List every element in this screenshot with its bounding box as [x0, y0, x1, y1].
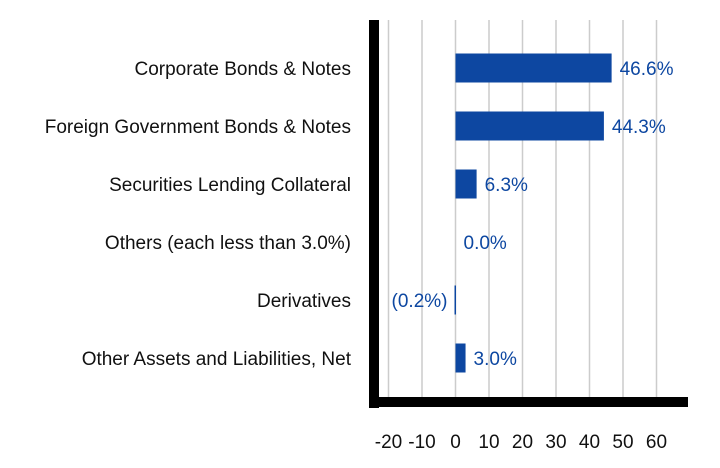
x-tick-label-3: 10	[478, 432, 499, 453]
x-tick-label-6: 40	[579, 432, 600, 453]
bar-5	[455, 343, 466, 373]
axes	[369, 20, 688, 408]
x-tick-label-0: -20	[375, 432, 402, 453]
value-label-5: 3.0%	[474, 349, 517, 370]
x-tick-label-2: 0	[450, 432, 461, 453]
category-label-1: Foreign Government Bonds & Notes	[45, 117, 351, 138]
bar-4	[454, 285, 456, 315]
value-label-3: 0.0%	[464, 233, 507, 254]
category-label-2: Securities Lending Collateral	[109, 175, 351, 196]
x-tick-label-8: 60	[646, 432, 667, 453]
bar-1	[455, 111, 604, 141]
value-label-1: 44.3%	[612, 117, 666, 138]
category-label-5: Other Assets and Liabilities, Net	[82, 349, 352, 370]
x-tick-label-5: 30	[545, 432, 566, 453]
value-label-4: (0.2%)	[392, 291, 448, 312]
x-tick-label-1: -10	[408, 432, 435, 453]
category-label-0: Corporate Bonds & Notes	[134, 59, 351, 80]
bars	[454, 53, 612, 373]
x-axis-line	[369, 397, 688, 407]
value-label-2: 6.3%	[485, 175, 528, 196]
category-label-4: Derivatives	[257, 291, 351, 312]
labels: Corporate Bonds & Notes 46.6% Foreign Gove…	[45, 59, 674, 453]
category-label-3: Others (each less than 3.0%)	[105, 233, 351, 254]
gridlines	[387, 20, 658, 402]
bar-0	[455, 53, 612, 83]
x-tick-label-7: 50	[612, 432, 633, 453]
bar-2	[455, 169, 477, 199]
value-label-0: 46.6%	[620, 59, 674, 80]
y-axis-line	[369, 20, 379, 408]
x-tick-label-4: 20	[512, 432, 533, 453]
